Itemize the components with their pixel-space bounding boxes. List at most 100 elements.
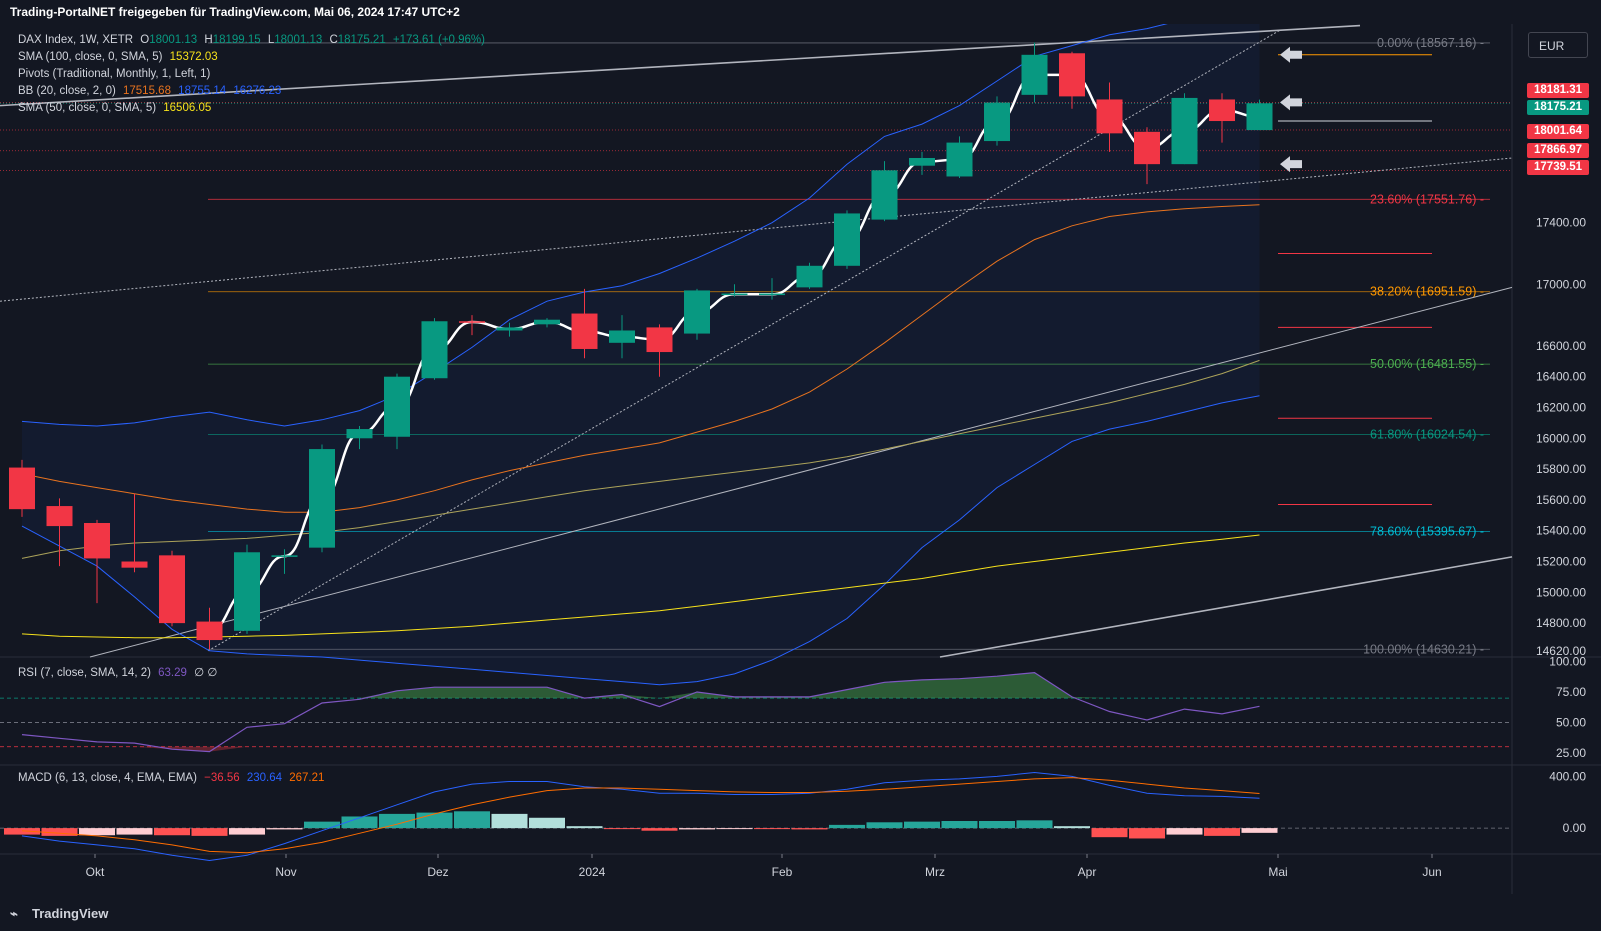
price-axis-tick: 14800.00 xyxy=(1536,616,1586,630)
macd-histogram-bar xyxy=(1166,828,1203,835)
candle-body xyxy=(309,449,335,548)
macd-histogram-bar xyxy=(1054,826,1090,829)
legend-o-label: O xyxy=(140,34,150,46)
macd-signal-line xyxy=(21,777,1260,854)
candle-body xyxy=(1021,54,1048,95)
currency-selector[interactable]: EUR xyxy=(1528,32,1588,58)
macd-histogram-bar xyxy=(941,821,978,829)
macd-histogram-bar xyxy=(79,828,115,836)
legend-h-label: H xyxy=(204,34,213,46)
macd-histogram-bar xyxy=(116,828,153,835)
macd-histogram-bar xyxy=(341,816,378,829)
candle-body xyxy=(159,555,185,624)
time-axis-tick: Dez xyxy=(427,865,448,879)
macd-histogram-bar xyxy=(1241,828,1278,833)
price-axis-tick: 16000.00 xyxy=(1536,431,1586,445)
candle-body xyxy=(721,293,748,296)
macd-histogram-bar xyxy=(866,822,903,829)
rsi-axis-tick: 50.00 xyxy=(1556,715,1586,729)
legend-rsi: RSI (7, close, SMA, 14, 2) 63.29 ∅ ∅ xyxy=(18,665,221,679)
price-axis-tick: 14620.00 xyxy=(1536,644,1586,658)
rsi-oversold-fill xyxy=(22,746,1260,752)
macd-line xyxy=(21,771,1260,862)
legend-macd-hist: −36.56 xyxy=(204,772,240,784)
chart-area[interactable]: 0.00% (18567.16) - 23.60% (17551.76) - 38.… xyxy=(0,24,1601,894)
candle-body xyxy=(459,321,485,323)
bollinger-lower-line xyxy=(21,395,1260,686)
macd-histogram-bar xyxy=(754,828,790,830)
arrow-shape xyxy=(1280,94,1302,111)
macd-histogram-bar xyxy=(979,821,1015,829)
legend-rsi-label: RSI (7, close, SMA, 14, 2) xyxy=(18,667,151,679)
macd-histogram-bar xyxy=(229,828,265,835)
macd-axis-tick: 0.00 xyxy=(1563,821,1587,835)
candle-body xyxy=(871,170,898,220)
macd-histogram-bar xyxy=(4,828,40,835)
price-axis-tick: 16400.00 xyxy=(1536,370,1586,384)
fib-level-label: 100.00% (14630.21) - xyxy=(1363,642,1484,656)
legend-macd-label: MACD (6, 13, close, 4, EMA, EMA) xyxy=(18,772,197,784)
macd-histogram-bar xyxy=(1204,828,1240,836)
trendline-dotted-steep xyxy=(207,29,1281,652)
legend-bb-lower: 16276.23 xyxy=(233,85,282,97)
candle-body xyxy=(84,523,110,559)
legend-low: 18001.13 xyxy=(274,34,323,46)
legend-main: DAX Index, 1W, XETR O18001.13 H18199.15 … xyxy=(18,34,489,46)
left-arrow-icon xyxy=(1280,94,1302,111)
candle-body xyxy=(684,290,710,334)
candle-body xyxy=(496,327,523,331)
legend-macd-line: 230.64 xyxy=(246,772,283,784)
candle-body xyxy=(646,327,673,353)
macd-histogram-bar xyxy=(454,811,490,829)
time-axis-tick: Okt xyxy=(86,865,105,879)
rsi-line xyxy=(21,671,1260,753)
legend-bb: BB (20, close, 2, 0) 17515.68 18755.14 1… xyxy=(18,85,285,97)
legend-sma50-label: SMA (50, close, 0, SMA, 5) xyxy=(18,102,157,114)
candle-body xyxy=(834,213,860,266)
macd-axis-tick: 400.00 xyxy=(1549,769,1586,783)
bollinger-fill xyxy=(22,24,1260,685)
legend-c-label: C xyxy=(329,34,338,46)
trendline-bottom xyxy=(939,556,1513,658)
candle-body xyxy=(1134,131,1160,165)
macd-histogram-bar xyxy=(904,821,940,829)
legend-open: 18001.13 xyxy=(149,34,198,46)
fib-level-label: 23.60% (17551.76) - xyxy=(1370,192,1484,206)
candle-body xyxy=(1059,53,1085,97)
macd-histogram-bar xyxy=(491,813,528,829)
tradingview-logo[interactable]: ⌁ TradingView xyxy=(10,906,108,922)
legend-rsi-value: 63.29 xyxy=(158,667,187,679)
left-arrow-icon xyxy=(1280,156,1302,173)
time-axis-tick: 2024 xyxy=(579,865,606,879)
price-chart-svg[interactable]: 0.00% (18567.16) - 23.60% (17551.76) - 38.… xyxy=(0,24,1601,894)
candle-body xyxy=(196,621,223,641)
candle-body xyxy=(1209,99,1235,122)
rsi-axis-tick: 75.00 xyxy=(1556,685,1586,699)
trendline-upper xyxy=(0,24,1361,107)
price-box-high: 18181.31 xyxy=(1527,83,1589,98)
legend-sma50-value: 16506.05 xyxy=(163,102,212,114)
legend-change: +173.61 (+0.96%) xyxy=(392,34,485,46)
macd-histogram-bar xyxy=(679,828,715,830)
legend-sma100-value: 15372.03 xyxy=(169,51,218,63)
price-axis-tick: 17400.00 xyxy=(1536,216,1586,230)
legend-pivots-label: Pivots (Traditional, Monthly, 1, Left, 1… xyxy=(18,68,211,80)
time-axis-tick: Apr xyxy=(1078,865,1097,879)
legend-bb-basis: 17515.68 xyxy=(123,85,171,97)
left-arrow-icon xyxy=(1280,46,1302,63)
candle-body xyxy=(46,506,73,527)
macd-histogram-bar xyxy=(304,821,340,829)
arrow-shape xyxy=(1280,46,1302,63)
fib-level-label: 50.00% (16481.55) - xyxy=(1370,357,1484,371)
price-axis-tick: 15400.00 xyxy=(1536,524,1586,538)
candle-body xyxy=(346,429,373,439)
rsi-axis-tick: 100.00 xyxy=(1549,655,1586,669)
legend-rsi-extra: ∅ ∅ xyxy=(194,667,218,679)
macd-histogram-bar xyxy=(716,828,753,830)
price-box-pivot1: 18001.64 xyxy=(1527,124,1589,139)
candle-body xyxy=(946,142,973,177)
rsi-axis-tick: 25.00 xyxy=(1556,746,1586,760)
legend-l-label: L xyxy=(267,34,275,46)
price-box-last: 18175.21 xyxy=(1527,100,1589,115)
macd-histogram-bar xyxy=(529,817,565,829)
